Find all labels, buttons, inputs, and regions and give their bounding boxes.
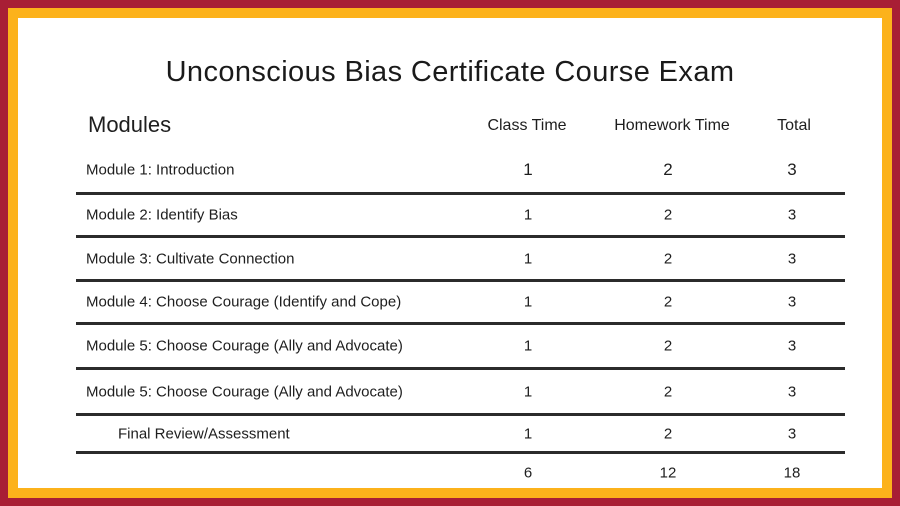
- totals-row: 6 12 18: [76, 454, 845, 492]
- homework-time-value: 2: [663, 293, 673, 311]
- total-value: 3: [787, 383, 797, 400]
- total-value: 3: [787, 337, 797, 355]
- page-title: Unconscious Bias Certificate Course Exam: [165, 56, 735, 88]
- homework-time-value: 2: [663, 250, 673, 267]
- table-row-module-5-duplicate: Module 5: Choose Courage (Ally and Advoc…: [76, 370, 845, 416]
- column-header-total: Total: [777, 117, 811, 134]
- module-label: Module 5: Choose Courage (Ally and Advoc…: [86, 337, 403, 355]
- class-time-value: 1: [523, 250, 533, 267]
- module-label: Module 3: Cultivate Connection: [86, 250, 295, 267]
- modules-column-header: Modules: [88, 112, 172, 137]
- class-time-value: 1: [523, 383, 533, 400]
- course-schedule-table: Module 1: Introduction 1 2 3 Module 2: I…: [76, 148, 845, 492]
- homework-time-value: 2: [663, 206, 673, 224]
- homework-time-value: 2: [663, 425, 673, 442]
- homework-time-value: 2: [663, 383, 673, 400]
- table-row-module-2: Module 2: Identify Bias 1 2 3: [76, 195, 845, 238]
- module-label: Module 5: Choose Courage (Ally and Advoc…: [86, 383, 403, 400]
- module-label: Module 2: Identify Bias: [86, 206, 238, 224]
- total-value: 3: [787, 425, 797, 442]
- total-value: 3: [787, 250, 797, 267]
- module-label: Final Review/Assessment: [118, 425, 290, 442]
- class-time-total: 6: [523, 464, 533, 482]
- content-area: Unconscious Bias Certificate Course Exam…: [18, 18, 882, 488]
- module-label: Module 1: Introduction: [86, 161, 235, 179]
- homework-time-value: 2: [663, 160, 673, 179]
- class-time-value: 1: [523, 160, 533, 179]
- grand-total: 18: [783, 464, 801, 482]
- class-time-value: 1: [523, 206, 533, 224]
- table-row-module-3: Module 3: Cultivate Connection 1 2 3: [76, 238, 845, 282]
- total-value: 3: [787, 206, 797, 224]
- module-label: Module 4: Choose Courage (Identify and C…: [86, 293, 402, 311]
- column-header-homework-time: Homework Time: [614, 117, 730, 134]
- homework-time-value: 2: [663, 337, 673, 355]
- decorative-border-frame: Unconscious Bias Certificate Course Exam…: [8, 8, 892, 498]
- table-row-module-4: Module 4: Choose Courage (Identify and C…: [76, 282, 845, 325]
- class-time-value: 1: [523, 293, 533, 311]
- column-header-class-time: Class Time: [487, 117, 567, 134]
- total-value: 3: [787, 160, 797, 179]
- table-row-module-5: Module 5: Choose Courage (Ally and Advoc…: [76, 325, 845, 370]
- table-row-module-1: Module 1: Introduction 1 2 3: [76, 148, 845, 195]
- table-row-final-review: Final Review/Assessment 1 2 3: [76, 416, 845, 454]
- class-time-value: 1: [523, 337, 533, 355]
- homework-time-total: 12: [659, 464, 677, 482]
- class-time-value: 1: [523, 425, 533, 442]
- total-value: 3: [787, 293, 797, 311]
